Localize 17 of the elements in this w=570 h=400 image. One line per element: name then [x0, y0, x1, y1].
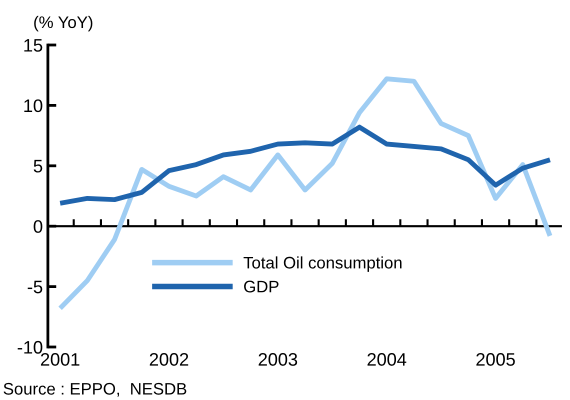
- legend-label: Total Oil consumption: [244, 256, 402, 272]
- y-tick-label: 15: [24, 39, 42, 52]
- y-tick-label: 5: [34, 160, 42, 173]
- y-tick-label: 10: [24, 99, 42, 112]
- x-tick-label: 2005: [476, 353, 515, 366]
- y-tick-label: -10: [18, 340, 42, 354]
- x-tick-label: 2003: [258, 353, 298, 366]
- source-note: Source : EPPO, NESDB: [4, 382, 186, 397]
- x-tick-label: 2002: [150, 353, 188, 366]
- line-series: [58, 76, 552, 311]
- x-tick-label: 2001: [40, 353, 80, 366]
- y-tick-label: 0: [34, 220, 42, 233]
- legend-label: GDP: [244, 280, 278, 292]
- y-axis-title: (% YoY): [34, 16, 92, 32]
- line-series: [58, 124, 552, 206]
- x-tick-label: 2004: [368, 353, 406, 366]
- y-tick-label: -5: [28, 280, 42, 294]
